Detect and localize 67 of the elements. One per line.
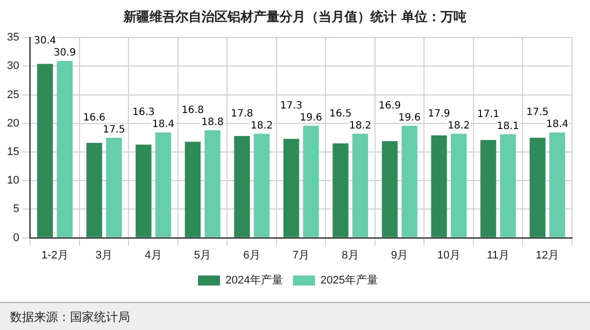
bar [136, 144, 152, 238]
chart-title: 新疆维吾尔自治区铝材产量分月（当月值）统计 单位：万吨 [122, 8, 468, 26]
bar [184, 142, 201, 238]
data-label: 19.6 [300, 112, 322, 124]
data-label: 18.2 [349, 120, 372, 132]
bar [332, 143, 348, 238]
bar [480, 140, 496, 238]
bar [283, 138, 300, 238]
source-note: 数据来源：国家统计局 [10, 309, 130, 326]
data-label: 30.9 [54, 48, 76, 59]
data-label: 18.2 [448, 120, 470, 132]
bar [450, 134, 467, 238]
bar [431, 135, 447, 238]
bar [303, 126, 319, 238]
bar [234, 136, 250, 238]
bar [530, 138, 546, 238]
x-tick-label: 3月 [96, 249, 113, 262]
bar [254, 134, 270, 238]
bar [37, 64, 53, 238]
legend-label: 2025年产量 [320, 274, 378, 287]
data-label: 17.8 [230, 108, 254, 120]
y-tick-label: 30 [6, 60, 20, 72]
data-label: 16.5 [329, 108, 352, 120]
data-label: 16.6 [83, 112, 106, 124]
data-label: 18.4 [546, 119, 568, 130]
bar [549, 132, 566, 238]
data-label: 16.3 [132, 107, 155, 118]
data-label: 17.5 [102, 124, 126, 136]
x-tick-label: 5月 [194, 249, 212, 262]
data-label: 17.9 [428, 108, 450, 120]
bar [155, 132, 172, 238]
data-label: 17.5 [526, 107, 549, 118]
x-tick-label: 8月 [342, 249, 359, 262]
bar [204, 130, 220, 238]
y-tick-label: 0 [13, 232, 20, 244]
data-label: 16.9 [378, 100, 401, 112]
bar [352, 134, 368, 238]
data-label: 16.8 [182, 104, 204, 116]
y-tick-label: 20 [6, 117, 20, 130]
data-label: 19.6 [398, 112, 421, 124]
x-tick-label: 6月 [243, 249, 260, 262]
y-tick-label: 35 [6, 32, 20, 44]
bar [106, 138, 122, 238]
bar [56, 61, 73, 238]
data-label: 17.3 [280, 100, 302, 112]
bar [86, 142, 102, 238]
x-tick-label: 4月 [144, 249, 162, 262]
bar [500, 134, 516, 238]
data-label: 17.1 [477, 108, 500, 120]
data-label: 18.4 [152, 119, 174, 130]
x-tick-label: 11月 [486, 249, 510, 262]
x-tick-label: 7月 [292, 249, 310, 262]
data-label: 18.1 [496, 120, 520, 132]
x-tick-label: 9月 [391, 249, 408, 262]
bar [382, 141, 398, 238]
x-tick-label: 1-2月 [41, 249, 68, 262]
bar [402, 126, 418, 238]
x-tick-label: 12月 [536, 249, 559, 262]
x-tick-label: 10月 [437, 249, 460, 262]
y-tick-label: 15 [6, 146, 20, 158]
data-label: 30.4 [34, 36, 56, 47]
y-tick-label: 10 [6, 174, 20, 187]
data-label: 18.8 [201, 116, 224, 128]
y-tick-label: 25 [6, 88, 20, 101]
data-label: 18.2 [250, 120, 273, 132]
y-tick-label: 5 [13, 203, 20, 216]
legend-label: 2024年产量 [226, 274, 284, 287]
